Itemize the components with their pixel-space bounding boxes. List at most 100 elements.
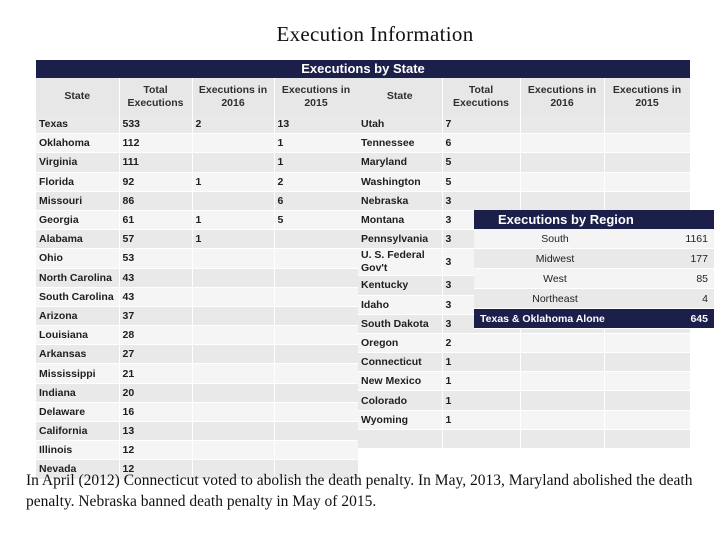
executions-2015-cell <box>604 410 691 430</box>
total-cell: 27 <box>119 344 193 365</box>
executions-2016-cell <box>192 268 275 288</box>
table-row: Colorado 1 <box>358 390 691 411</box>
region-table: South 1161 Midwest 177 West 85 Northeast 4 Texas… <box>474 229 714 329</box>
table-row: Missouri 86 6 <box>36 191 359 211</box>
table-row: Virginia 111 1 <box>36 152 359 173</box>
executions-2015-cell: 2 <box>274 172 359 192</box>
total-cell: 61 <box>119 210 193 231</box>
region-value-cell: 177 <box>636 248 714 269</box>
executions-2015-cell <box>604 152 691 173</box>
total-cell: 533 <box>119 115 193 135</box>
state-table-right: State Total Executions Executions in 201… <box>358 78 691 450</box>
column-header-2015: Executions in 2015 <box>604 78 691 115</box>
table-row: Connecticut 1 <box>358 352 691 373</box>
total-cell: 37 <box>119 306 193 327</box>
executions-2015-cell <box>604 115 691 135</box>
total-cell: 12 <box>119 440 193 461</box>
executions-2015-cell <box>274 287 359 307</box>
region-value-cell: 85 <box>636 268 714 289</box>
executions-2015-cell: 1 <box>274 133 359 154</box>
state-cell: Wyoming <box>358 410 443 430</box>
executions-2016-cell <box>192 459 275 480</box>
executions-2015-cell <box>274 248 359 269</box>
table-row: Nevada 12 <box>36 459 359 480</box>
executions-2016-cell <box>520 333 605 354</box>
total-cell: 2 <box>442 333 521 354</box>
column-header-state: State <box>36 78 120 115</box>
state-cell <box>358 429 443 450</box>
total-cell: 112 <box>119 133 193 154</box>
executions-2016-cell <box>520 410 605 430</box>
state-cell: Colorado <box>358 390 443 411</box>
total-cell: 86 <box>119 191 193 211</box>
executions-2015-cell <box>274 268 359 288</box>
table-row: Alabama 57 1 <box>36 229 359 250</box>
state-cell: Ohio <box>36 248 120 269</box>
total-cell: 1 <box>442 390 521 411</box>
executions-2015-cell <box>274 306 359 327</box>
table-row: Wyoming 1 <box>358 410 691 430</box>
executions-2016-cell <box>520 429 605 450</box>
executions-2016-cell <box>520 152 605 173</box>
total-cell: 5 <box>442 172 521 192</box>
state-cell: Virginia <box>36 152 120 173</box>
region-value-cell: 4 <box>636 288 714 309</box>
total-cell: 1 <box>442 371 521 392</box>
total-cell: 20 <box>119 383 193 403</box>
state-cell: U. S. Federal Gov't <box>358 248 443 277</box>
total-cell: 12 <box>119 459 193 480</box>
total-cell <box>442 429 521 450</box>
executions-2016-cell <box>192 325 275 346</box>
region-row: Northeast 4 <box>474 288 714 309</box>
state-cell: Idaho <box>358 295 443 315</box>
state-cell: Oklahoma <box>36 133 120 154</box>
state-cell: Alabama <box>36 229 120 250</box>
executions-2016-cell: 2 <box>192 115 275 135</box>
state-cell: New Mexico <box>358 371 443 392</box>
table-row: California 13 <box>36 421 359 442</box>
region-row: West 85 <box>474 268 714 289</box>
executions-2015-cell: 5 <box>274 210 359 231</box>
table-row <box>358 429 691 450</box>
table-row: Nebraska 3 <box>358 191 691 211</box>
state-cell: Kentucky <box>358 275 443 296</box>
executions-2015-cell <box>604 191 691 211</box>
region-value-cell: 1161 <box>636 229 714 249</box>
state-cell: Pennsylvania <box>358 229 443 250</box>
executions-2016-cell <box>520 352 605 373</box>
executions-2016-cell <box>520 133 605 154</box>
state-cell: Mississippi <box>36 363 120 384</box>
executions-2016-cell <box>192 363 275 384</box>
executions-2015-cell <box>274 383 359 403</box>
state-cell: Arizona <box>36 306 120 327</box>
state-cell: Montana <box>358 210 443 231</box>
total-cell: 28 <box>119 325 193 346</box>
executions-2015-cell <box>274 363 359 384</box>
region-name-cell: Midwest <box>474 248 636 269</box>
total-cell: 92 <box>119 172 193 192</box>
region-row: Midwest 177 <box>474 248 714 269</box>
executions-2015-cell <box>274 402 359 423</box>
total-cell: 13 <box>119 421 193 442</box>
state-cell: Delaware <box>36 402 120 423</box>
executions-2015-cell <box>274 325 359 346</box>
executions-2016-cell <box>192 421 275 442</box>
region-row: South 1161 <box>474 229 714 249</box>
total-cell: 43 <box>119 268 193 288</box>
region-name-cell: Northeast <box>474 288 636 309</box>
total-cell: 5 <box>442 152 521 173</box>
executions-2016-cell <box>520 371 605 392</box>
table-row: Georgia 61 1 5 <box>36 210 359 231</box>
state-cell: Florida <box>36 172 120 192</box>
executions-2016-cell <box>192 306 275 327</box>
state-cell: Connecticut <box>358 352 443 373</box>
executions-2015-cell <box>274 344 359 365</box>
region-table-box: Executions by Region South 1161 Midwest 177… <box>474 210 714 329</box>
column-header-2015: Executions in 2015 <box>274 78 359 115</box>
state-cell: Arkansas <box>36 344 120 365</box>
executions-2016-cell <box>192 133 275 154</box>
executions-2015-cell <box>604 352 691 373</box>
executions-2016-cell <box>520 390 605 411</box>
state-cell: Texas <box>36 115 120 135</box>
region-table-header: Executions by Region <box>474 210 714 229</box>
